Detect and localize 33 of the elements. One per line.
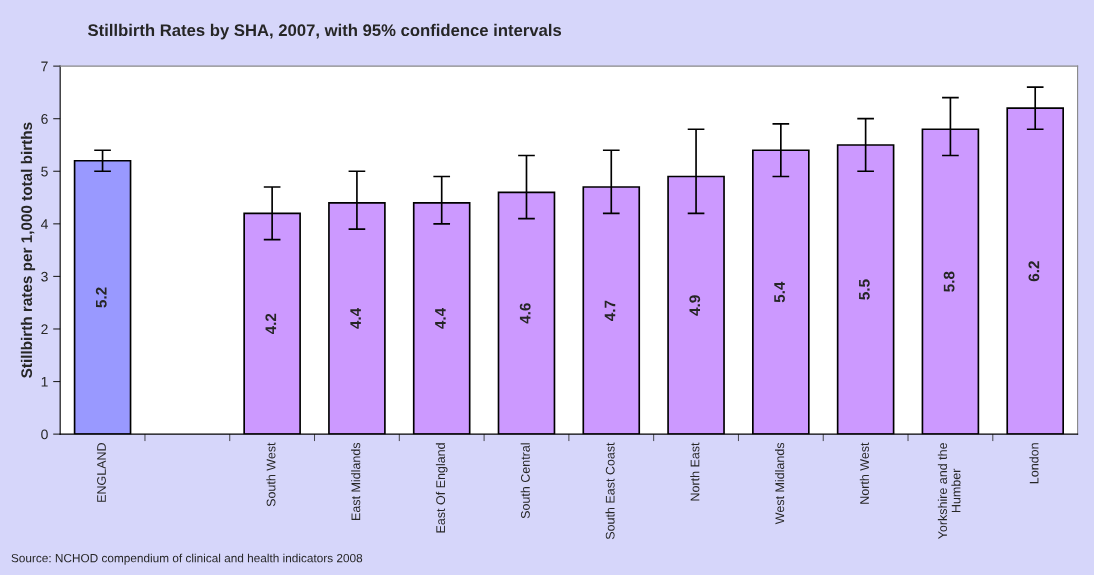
y-tick-label: 6 [41,114,48,124]
x-tick-label: ENGLAND [97,443,106,502]
data-label: 4.9 [689,295,701,316]
y-tick-label: 0 [41,429,48,440]
y-tick-label: 1 [41,377,48,387]
y-axis-title: Stillbirth rates per 1,000 total births [20,122,36,378]
data-label: 4.2 [265,313,277,335]
y-tick-label: 7 [41,61,48,72]
x-tick-label: Yorkshire and the Humber [937,443,961,540]
data-label: 5.8 [943,271,955,292]
x-tick-label: South Central [520,443,530,519]
data-label: 4.4 [350,307,361,329]
x-tick-label: South West [266,442,276,507]
x-tick-label: East Midlands [351,442,361,520]
x-tick-label: East Of England [435,443,448,533]
y-tick-label: 5 [41,166,48,177]
data-label: 4.7 [604,300,616,321]
data-label: 6.2 [1028,261,1040,282]
x-tick-label: North West [859,442,869,504]
source-note: Source: NCHOD compendium of clinical and health indicators 2008 [11,553,363,565]
x-tick-label: South East Coast [605,442,615,540]
x-tick-label: London [1029,443,1039,484]
data-label: 5.2 [95,287,107,308]
data-label: 4.6 [519,303,531,324]
y-tick-label: 3 [41,271,48,282]
y-tick-label: 2 [41,324,48,335]
data-label: 5.4 [774,281,785,303]
chart-title: Stillbirth Rates by SHA, 2007, with 95% confidence intervals [88,23,562,40]
x-tick-label: West Midlands [775,442,785,525]
x-tick-label: North East [690,442,700,501]
y-tick-label: 4 [40,219,48,229]
data-label: 4.4 [435,307,446,329]
data-label: 5.5 [859,279,870,300]
